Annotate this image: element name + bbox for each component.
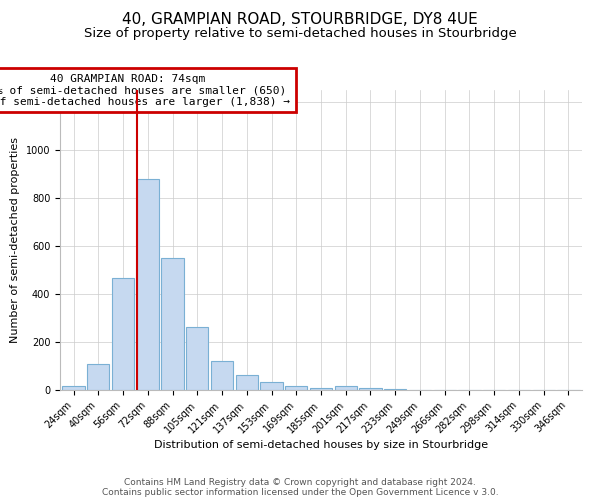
Text: 40, GRAMPIAN ROAD, STOURBRIDGE, DY8 4UE: 40, GRAMPIAN ROAD, STOURBRIDGE, DY8 4UE — [122, 12, 478, 28]
Bar — [186, 327, 208, 390]
Text: Contains public sector information licensed under the Open Government Licence v : Contains public sector information licen… — [101, 488, 499, 497]
Bar — [359, 388, 382, 390]
Text: Size of property relative to semi-detached houses in Stourbridge: Size of property relative to semi-detach… — [83, 28, 517, 40]
Bar — [285, 386, 307, 390]
Bar — [137, 179, 159, 390]
Bar — [62, 386, 85, 390]
Bar — [335, 386, 357, 390]
Bar — [112, 278, 134, 390]
Bar — [161, 258, 184, 390]
Bar — [310, 388, 332, 390]
Text: Contains HM Land Registry data © Crown copyright and database right 2024.: Contains HM Land Registry data © Crown c… — [124, 478, 476, 487]
X-axis label: Distribution of semi-detached houses by size in Stourbridge: Distribution of semi-detached houses by … — [154, 440, 488, 450]
Y-axis label: Number of semi-detached properties: Number of semi-detached properties — [10, 137, 20, 343]
Text: 40 GRAMPIAN ROAD: 74sqm
← 26% of semi-detached houses are smaller (650)
72% of s: 40 GRAMPIAN ROAD: 74sqm ← 26% of semi-de… — [0, 74, 290, 107]
Bar — [260, 382, 283, 390]
Bar — [236, 375, 258, 390]
Bar — [87, 364, 109, 390]
Bar — [211, 361, 233, 390]
